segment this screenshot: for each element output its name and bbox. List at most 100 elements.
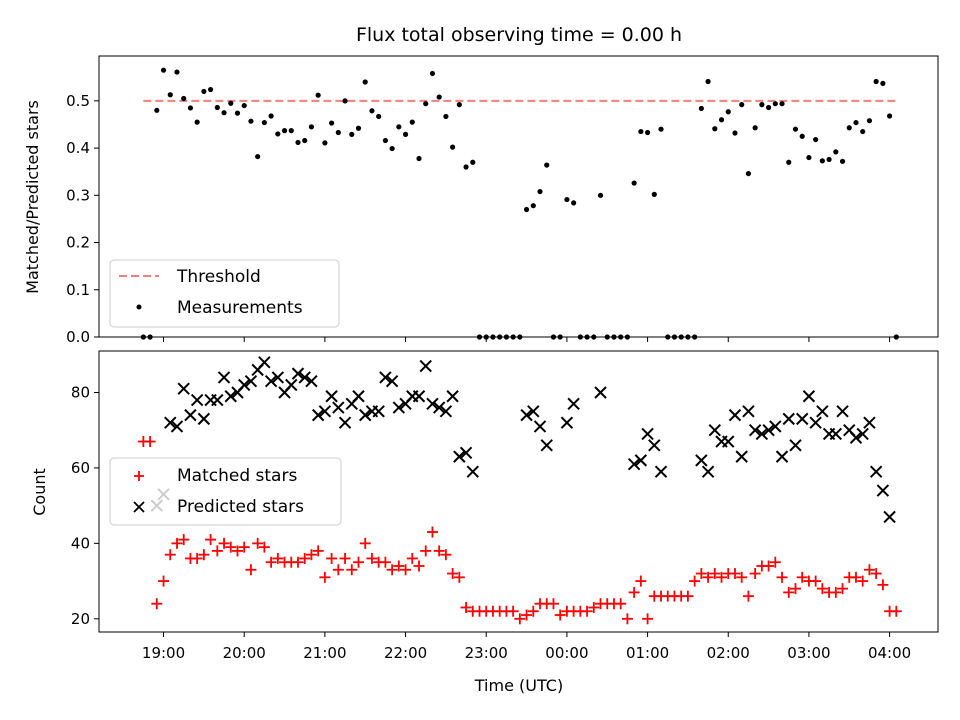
measurement-point — [154, 107, 160, 113]
predicted-star-point — [338, 416, 352, 429]
predicted-star-point — [560, 416, 574, 429]
measurement-point — [866, 118, 873, 124]
top-panel: Flux total observing time = 0.00 h 0.00.… — [23, 24, 939, 346]
measurement-point — [725, 109, 731, 115]
measurement-point — [308, 124, 315, 130]
predicted-star-point — [775, 450, 789, 463]
matched-star-point — [393, 560, 405, 572]
measurement-point — [268, 113, 274, 119]
matched-star-point — [144, 436, 156, 448]
measurement-point — [712, 126, 718, 132]
predicted-star-point — [567, 397, 580, 411]
predicted-star-point — [722, 435, 735, 448]
matched-star-point — [386, 564, 398, 576]
measurement-point — [759, 102, 765, 108]
predicted-star-point — [318, 405, 332, 418]
measurement-point — [786, 159, 792, 165]
measurement-point — [833, 149, 839, 155]
measurement-point — [839, 158, 846, 164]
x-tick-label: 03:00 — [787, 644, 830, 662]
legend-measurements-swatch — [136, 304, 142, 310]
predicted-star-point — [379, 371, 392, 384]
matched-star-point — [252, 537, 264, 549]
matched-star-point — [440, 549, 452, 561]
measurement-point — [389, 145, 395, 152]
predicted-star-point — [190, 393, 204, 407]
matched-star-point — [225, 541, 237, 553]
bottom-legend: Matched stars Predicted stars — [109, 457, 342, 526]
predicted-star-point — [432, 401, 446, 414]
predicted-star-point — [325, 390, 338, 403]
matched-star-point — [245, 564, 257, 576]
matched-star-point — [796, 571, 808, 583]
measurement-point — [423, 101, 429, 107]
measurement-point — [288, 128, 294, 134]
predicted-star-point — [439, 405, 453, 418]
predicted-star-point — [695, 454, 708, 467]
predicted-star-point — [856, 427, 869, 441]
measurement-point — [792, 126, 799, 132]
predicted-star-point — [540, 439, 553, 452]
measurement-point — [799, 133, 805, 139]
matched-star-point — [527, 605, 539, 617]
matched-star-point — [420, 545, 432, 557]
matched-star-point — [810, 575, 822, 587]
matched-star-point — [850, 571, 862, 583]
measurement-point — [329, 120, 335, 126]
matched-star-point — [453, 571, 465, 583]
predicted-star-point — [755, 427, 769, 441]
matched-star-point — [554, 609, 566, 621]
bottom-y-axis-label: Count — [30, 468, 49, 516]
matched-star-point — [292, 556, 304, 568]
matched-star-point — [426, 526, 438, 538]
matched-star-point — [588, 601, 600, 613]
measurement-point — [718, 117, 725, 123]
predicted-star-point — [648, 439, 661, 452]
matched-star-point — [507, 605, 519, 617]
matched-star-point — [272, 552, 284, 564]
measurement-point — [248, 118, 254, 124]
chart-title: Flux total observing time = 0.00 h — [356, 24, 682, 46]
matched-star-point — [406, 552, 418, 564]
legend-predicted-label: Predicted stars — [177, 497, 304, 517]
top-y-tick-label: 0.1 — [66, 281, 90, 299]
matched-star-point — [783, 586, 795, 598]
predicted-star-point — [466, 465, 479, 478]
top-y-ticks: 0.0 0.1 0.2 0.3 0.4 0.5 — [66, 92, 99, 346]
predicted-star-point — [802, 390, 816, 403]
matched-star-point — [689, 575, 701, 587]
predicted-star-point — [762, 424, 775, 437]
matched-star-point — [695, 568, 707, 580]
measurement-point — [181, 95, 187, 102]
predicted-star-point — [634, 454, 648, 467]
predicted-star-point — [782, 412, 795, 426]
measurement-point — [281, 128, 288, 134]
predicted-star-point — [816, 405, 829, 418]
x-tick-label: 19:00 — [142, 644, 185, 662]
matched-star-point — [621, 613, 633, 625]
predicted-star-point — [641, 427, 654, 441]
measurement-point — [523, 206, 530, 213]
measurement-point — [167, 92, 173, 98]
measurement-point — [429, 70, 436, 77]
measurement-point — [886, 113, 893, 119]
measurement-point — [705, 78, 711, 85]
measurement-point — [369, 108, 375, 114]
x-tick-label: 22:00 — [384, 644, 427, 662]
measurement-point — [450, 144, 456, 150]
matched-star-point — [642, 613, 654, 625]
legend-matched-label: Matched stars — [177, 466, 297, 486]
predicted-star-point — [372, 405, 385, 418]
matched-star-point — [877, 579, 889, 591]
matched-star-point — [164, 549, 176, 561]
matched-star-point — [299, 552, 311, 564]
matched-star-point — [352, 556, 364, 568]
measurement-point — [221, 110, 227, 116]
measurement-point — [644, 129, 651, 136]
measurement-point — [187, 105, 194, 111]
predicted-star-point — [332, 401, 345, 414]
predicted-star-point — [385, 374, 399, 388]
predicted-star-point — [412, 390, 426, 403]
measurement-point — [382, 137, 388, 144]
measurement-point — [201, 88, 207, 95]
